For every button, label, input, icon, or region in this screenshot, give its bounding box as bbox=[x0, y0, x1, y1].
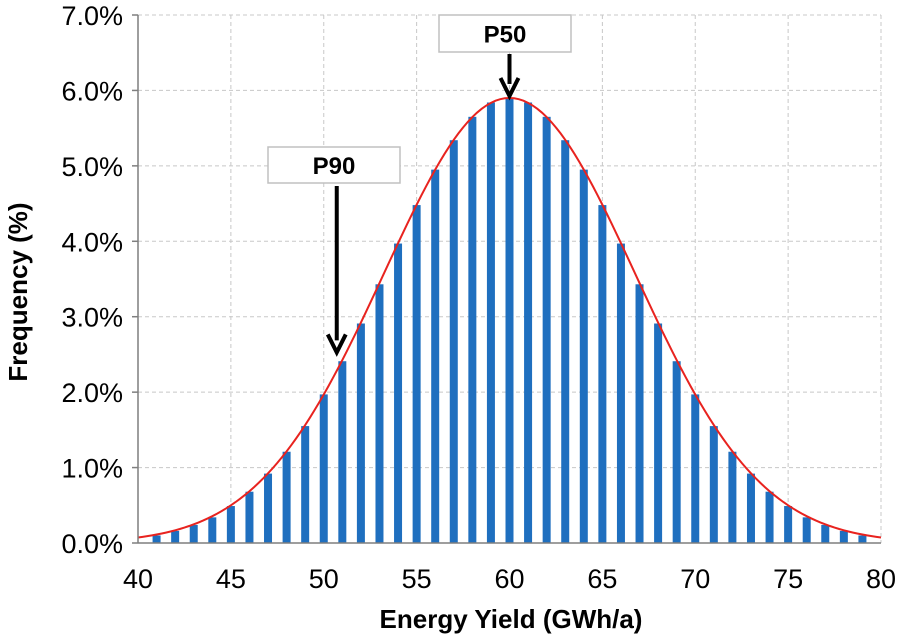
y-tick-label: 2.0% bbox=[61, 378, 123, 408]
bar bbox=[821, 524, 830, 543]
bar bbox=[635, 284, 644, 543]
bar bbox=[412, 205, 421, 543]
bar bbox=[245, 491, 254, 543]
y-tick-label: 4.0% bbox=[61, 227, 123, 257]
x-tick-label: 80 bbox=[866, 564, 896, 594]
bar bbox=[171, 530, 180, 543]
bar bbox=[728, 451, 737, 543]
y-tick-labels: 0.0% 1.0% 2.0% 3.0% 4.0% 5.0% 6.0% 7.0% bbox=[61, 1, 123, 559]
y-tick-label: 5.0% bbox=[61, 152, 123, 182]
bar bbox=[319, 394, 328, 543]
y-tick-label: 1.0% bbox=[61, 454, 123, 484]
bar bbox=[375, 284, 384, 543]
bar bbox=[691, 394, 700, 543]
bar bbox=[208, 517, 217, 543]
bar bbox=[301, 426, 310, 543]
bar bbox=[672, 361, 681, 543]
bar bbox=[505, 97, 514, 543]
bar bbox=[356, 323, 365, 543]
x-tick-label: 45 bbox=[216, 564, 246, 594]
bar bbox=[654, 323, 663, 543]
callout-arrow-head bbox=[325, 333, 348, 357]
callout-p90: P90 bbox=[267, 146, 401, 357]
callouts: P50 P90 bbox=[267, 14, 572, 357]
bar bbox=[746, 473, 755, 543]
x-tick-label: 75 bbox=[773, 564, 803, 594]
bar bbox=[839, 530, 848, 543]
y-tick-label: 3.0% bbox=[61, 303, 123, 333]
bar bbox=[189, 524, 198, 543]
bar bbox=[524, 102, 533, 544]
x-tick-label: 40 bbox=[123, 564, 153, 594]
callout-label: P90 bbox=[313, 153, 356, 180]
x-tick-label: 65 bbox=[587, 564, 617, 594]
x-tick-label: 60 bbox=[494, 564, 524, 594]
bar bbox=[858, 535, 867, 543]
bar bbox=[709, 426, 718, 543]
bar bbox=[579, 169, 588, 543]
x-tick-label: 70 bbox=[680, 564, 710, 594]
y-tick-label: 0.0% bbox=[61, 529, 123, 559]
callout-p50: P50 bbox=[438, 14, 572, 101]
bar bbox=[802, 517, 811, 543]
bar bbox=[468, 116, 477, 543]
x-tick-label: 55 bbox=[402, 564, 432, 594]
bar bbox=[784, 506, 793, 543]
callout-box bbox=[267, 146, 401, 184]
callout-label: P50 bbox=[484, 22, 527, 49]
bar bbox=[282, 451, 291, 543]
bar bbox=[226, 506, 235, 543]
bar-series bbox=[152, 97, 867, 544]
axes bbox=[132, 14, 881, 544]
bar bbox=[449, 140, 458, 543]
x-tick-labels: 40 45 50 55 60 65 70 75 80 bbox=[123, 564, 896, 594]
y-tick-label: 7.0% bbox=[61, 1, 123, 31]
bar bbox=[152, 535, 161, 543]
callout-arrow-head bbox=[498, 77, 521, 101]
x-axis-title: Energy Yield (GWh/a) bbox=[380, 604, 643, 634]
bar bbox=[394, 243, 403, 543]
y-axis-title: Frequency (%) bbox=[3, 202, 33, 381]
bar bbox=[264, 473, 273, 543]
bar bbox=[542, 116, 551, 543]
y-tick-label: 6.0% bbox=[61, 76, 123, 106]
x-tick-label: 50 bbox=[309, 564, 339, 594]
bar bbox=[616, 243, 625, 543]
bar bbox=[765, 491, 774, 543]
bar bbox=[561, 140, 570, 543]
bar bbox=[338, 361, 347, 543]
bar bbox=[486, 102, 495, 544]
bar bbox=[598, 205, 607, 543]
callout-box bbox=[438, 14, 572, 53]
bar bbox=[431, 169, 440, 543]
